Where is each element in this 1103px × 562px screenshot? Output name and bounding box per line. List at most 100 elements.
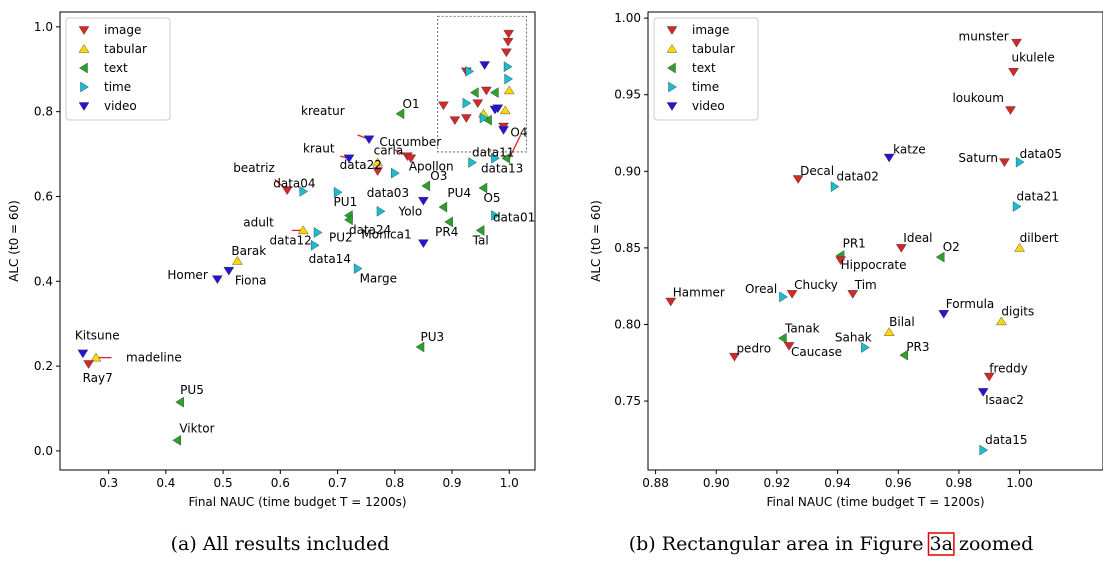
point-label: Tal — [472, 233, 489, 247]
legend — [653, 17, 759, 121]
point-video — [498, 126, 509, 135]
point-label: Hippocrate — [841, 258, 907, 272]
legend-label-time: time — [104, 80, 131, 94]
point-label: PU1 — [334, 195, 358, 209]
point-label: freddy — [989, 362, 1028, 376]
point-label: loukoum — [952, 91, 1003, 105]
x-tick-label: 0.5 — [214, 476, 233, 490]
point-label: munster — [959, 30, 1009, 44]
y-tick-label: 0.6 — [34, 189, 53, 203]
point-label: PU5 — [180, 383, 204, 397]
point-time — [504, 73, 513, 85]
point-label: Hammer — [673, 286, 725, 300]
x-tick-label: 0.6 — [271, 476, 290, 490]
point-text — [395, 108, 405, 120]
point-label: PU3 — [421, 330, 445, 344]
panel-b-chart: 0.88 0.90 0.92 0.94 0.96 0.98 1.00 0.75 0.80 0.85… — [589, 11, 1103, 509]
point-video — [883, 153, 895, 163]
point-image — [895, 244, 907, 253]
legend-label-video: video — [692, 99, 725, 113]
point-text — [778, 332, 787, 344]
legend-marker-time — [668, 81, 677, 93]
point-tabular — [503, 85, 515, 95]
point-text — [415, 341, 425, 353]
point-image — [1005, 106, 1016, 115]
point-label: Saturn — [958, 151, 998, 165]
point-tabular — [372, 157, 383, 167]
point-label: Fiona — [235, 274, 267, 288]
x-tick-label: 1.00 — [1006, 476, 1033, 490]
point-label: digits — [1001, 304, 1034, 318]
point-image — [460, 114, 472, 123]
point-label: Sahak — [835, 330, 872, 344]
point-label: PU2 — [329, 231, 353, 245]
legend-marker-text — [667, 62, 676, 74]
legend-marker-tabular — [666, 44, 678, 53]
legend-marker-image — [666, 26, 678, 35]
point-label: data14 — [309, 252, 351, 266]
x-tick-label: 0.3 — [99, 476, 118, 490]
point-label: Yolo — [397, 204, 422, 218]
x-tick-label: 0.98 — [946, 476, 973, 490]
point-label: kraut — [303, 141, 335, 155]
legend-marker-image — [78, 26, 90, 35]
point-label: Apollon — [409, 159, 454, 173]
point-image — [786, 290, 798, 299]
point-image — [372, 167, 383, 176]
point-image — [783, 342, 795, 351]
point-video — [212, 275, 223, 285]
point-image — [502, 37, 514, 47]
point-time — [479, 112, 489, 124]
point-time — [299, 186, 309, 197]
zoom-box — [437, 15, 527, 153]
caption-b-ref[interactable]: 3a — [929, 533, 952, 555]
point-text — [421, 180, 430, 192]
point-label: Cucumber — [379, 135, 441, 149]
point-image — [501, 48, 512, 58]
point-label: Kitsune — [75, 328, 120, 342]
legend-marker-video — [78, 102, 90, 111]
legend — [65, 17, 171, 121]
y-tick-label: 0.8 — [34, 105, 53, 119]
legend-marker-time — [80, 81, 89, 93]
point-tabular — [232, 256, 243, 265]
x-tick-label: 0.88 — [642, 476, 669, 490]
point-image — [983, 372, 995, 382]
point-text — [470, 87, 479, 98]
point-label: PR1 — [843, 237, 866, 251]
point-label: data11 — [472, 146, 514, 160]
point-label: data24 — [349, 223, 391, 237]
point-time — [979, 444, 989, 456]
point-tabular — [996, 316, 1007, 326]
figure-ref-box — [927, 532, 955, 556]
point-label: adult — [243, 215, 274, 229]
point-time — [1015, 156, 1025, 168]
point-time — [491, 210, 500, 221]
point-label: Oreal — [745, 282, 777, 296]
caption-b: (b) Rectangular area in Figure 3a zoomed — [629, 533, 1034, 555]
point-video — [977, 388, 989, 397]
point-text — [344, 214, 353, 226]
point-label: Tanak — [784, 321, 820, 335]
y-tick-label: 0.95 — [614, 88, 641, 102]
x-tick-label: 0.92 — [764, 476, 791, 490]
x-tick-label: 0.8 — [385, 476, 404, 490]
point-video — [938, 310, 950, 319]
point-image — [835, 256, 846, 266]
point-time — [468, 157, 477, 168]
point-label: data22 — [340, 158, 382, 172]
point-label: Marge — [360, 272, 397, 286]
point-label: Isaac2 — [985, 393, 1024, 407]
point-time — [462, 97, 472, 109]
y-tick-label: 0.2 — [34, 359, 53, 373]
point-image — [503, 29, 515, 39]
point-label: Monica1 — [361, 228, 411, 242]
point-label: carla — [374, 144, 404, 158]
point-label: data04 — [273, 176, 315, 190]
point-time — [1012, 201, 1022, 212]
legend-label-text: text — [104, 61, 128, 75]
point-text — [490, 87, 499, 98]
caption-b-suffix: zoomed — [953, 533, 1033, 555]
point-label: data02 — [837, 170, 879, 184]
point-image — [1011, 38, 1022, 48]
